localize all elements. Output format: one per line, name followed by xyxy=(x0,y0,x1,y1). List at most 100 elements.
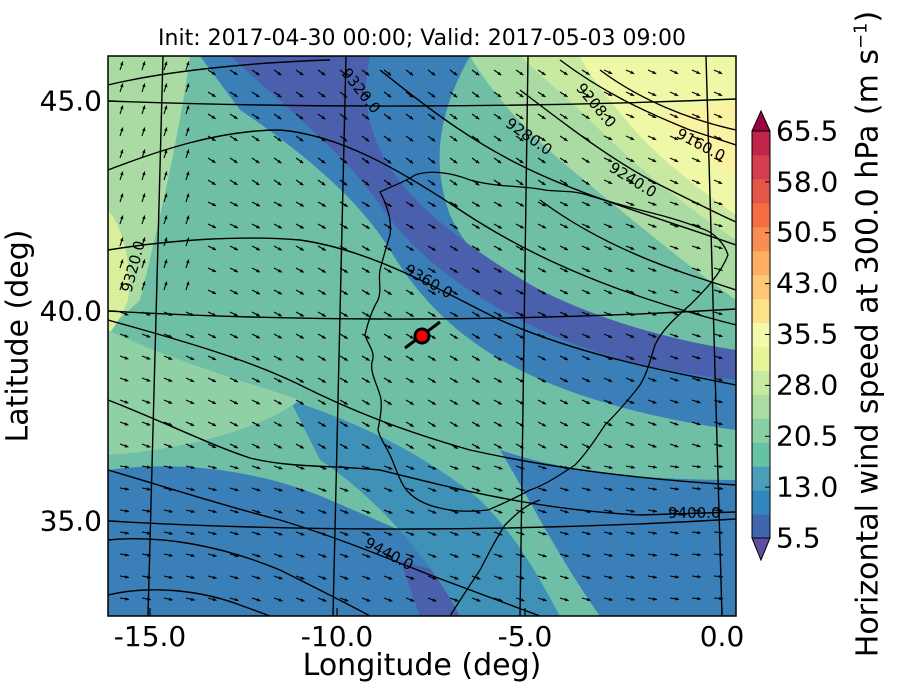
wind-vector-head xyxy=(498,576,503,580)
wind-vector-head xyxy=(497,115,502,120)
wind-vector-head xyxy=(586,531,591,536)
wind-vector-head xyxy=(124,444,129,448)
wind-vector-head xyxy=(299,159,304,164)
wind-vector-head xyxy=(431,159,436,164)
wind-vector-head xyxy=(564,356,569,360)
wind-vector-head xyxy=(146,356,151,360)
wind-vector-head xyxy=(387,225,392,229)
wind-vector-head xyxy=(432,532,437,536)
wind-vector-head xyxy=(278,510,283,514)
contour-line xyxy=(559,59,736,146)
wind-vector-head xyxy=(409,71,414,76)
wind-vector-head xyxy=(256,445,260,449)
wind-vector-head xyxy=(475,137,480,142)
wind-vector-head xyxy=(497,291,502,295)
wind-vector-head xyxy=(718,223,723,228)
wind-vector-head xyxy=(124,422,129,426)
wind-vector-head xyxy=(388,532,393,536)
wind-vector-head xyxy=(410,510,415,514)
wind-vector-head xyxy=(608,202,613,206)
wind-vector-head xyxy=(497,181,502,186)
wind-vector-head xyxy=(608,422,613,426)
wind-vector-head xyxy=(343,357,348,361)
wind-vector-head xyxy=(277,357,282,361)
wind-vector-head xyxy=(387,247,392,251)
wind-vector-head xyxy=(453,181,458,186)
wind-vector-head xyxy=(497,203,502,207)
wind-vector-head xyxy=(164,127,168,132)
wind-vector-head xyxy=(696,312,701,316)
wind-vector-head xyxy=(300,576,305,580)
wind-vector-head xyxy=(696,246,701,250)
wind-vector-head xyxy=(365,445,370,449)
wind-vector-head xyxy=(653,531,657,535)
wind-vector-head xyxy=(234,553,239,558)
colorbar-tick-label: 58.0 xyxy=(776,165,839,199)
wind-vector-head xyxy=(256,510,261,514)
wind-vector-head xyxy=(409,225,414,229)
wind-vector-head xyxy=(630,136,635,140)
wind-vector-head xyxy=(300,510,305,514)
wind-vector-head xyxy=(586,444,591,448)
wind-vector-head xyxy=(212,487,217,492)
wind-vector-head xyxy=(652,114,657,118)
wind-vector-head xyxy=(388,488,393,492)
wind-vector-head xyxy=(564,378,569,382)
wind-vector-head xyxy=(718,399,723,404)
wind-vector-head xyxy=(630,202,635,206)
wind-vector-head xyxy=(365,225,370,229)
wind-vector-head xyxy=(630,487,635,491)
wind-vector-head xyxy=(608,290,613,294)
wind-vector-head xyxy=(630,553,635,557)
wind-vector-head xyxy=(674,400,679,404)
wind-vector-head xyxy=(299,379,304,383)
wind-vector-head xyxy=(519,115,524,120)
wind-vector-head xyxy=(630,509,635,513)
wind-vector-head xyxy=(212,378,217,382)
wind-vector-head xyxy=(321,357,326,361)
wind-vector-head xyxy=(453,423,458,427)
wind-vector-head xyxy=(322,554,327,558)
wind-vector-head xyxy=(608,70,613,74)
wind-vector-head xyxy=(234,575,239,580)
wind-vector-head xyxy=(387,423,392,427)
wind-vector-head xyxy=(322,598,327,602)
wind-vector-head xyxy=(256,291,260,295)
wind-vector-head xyxy=(652,312,657,316)
wind-vector-head xyxy=(365,357,370,361)
wind-vector-head xyxy=(497,379,502,383)
wind-vector-head xyxy=(431,335,436,339)
wind-vector-head xyxy=(719,552,723,557)
wind-vector-head xyxy=(431,93,436,98)
wind-vector-head xyxy=(475,93,480,98)
wind-vector-head xyxy=(718,114,723,118)
wind-vector-head xyxy=(497,137,502,142)
wind-vector-head xyxy=(718,421,723,426)
wind-vector-head xyxy=(233,93,238,97)
colorbar-band xyxy=(752,394,770,419)
wind-vector-head xyxy=(453,335,458,339)
colorbar-label-close: ) xyxy=(850,10,886,23)
wind-vector-head xyxy=(234,356,238,361)
wind-vector-head xyxy=(564,465,569,470)
wind-vector-head xyxy=(630,444,635,448)
wind-vector-head xyxy=(255,93,260,98)
wind-vector-head xyxy=(520,466,525,470)
wind-vector-head xyxy=(652,202,657,206)
wind-vector-head xyxy=(190,334,195,338)
wind-vector-head xyxy=(475,71,480,76)
wind-vector-head xyxy=(585,71,590,75)
wind-vector-head xyxy=(387,115,392,120)
wind-vector-head xyxy=(652,422,657,426)
wind-vector-head xyxy=(365,93,370,98)
wind-vector-head xyxy=(630,356,635,360)
wind-vector-head xyxy=(211,137,216,141)
wind-vector-head xyxy=(541,71,546,75)
wind-vector-head xyxy=(586,356,591,360)
wind-vector-head xyxy=(410,466,415,470)
wind-vector-head xyxy=(585,115,590,119)
colorbar-tick-label: 50.5 xyxy=(776,215,839,249)
wind-vector-head xyxy=(718,333,723,338)
wind-vector-head xyxy=(212,400,217,404)
